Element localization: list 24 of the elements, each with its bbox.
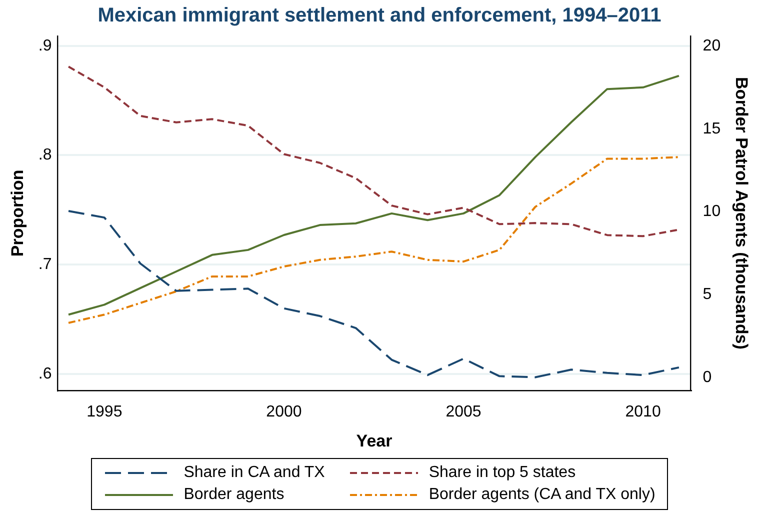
y-tick-label: .8 [38, 146, 52, 164]
legend-label: Border agents [184, 486, 284, 504]
x-tick-label: 2005 [446, 403, 482, 420]
legend-label: Border agents (CA and TX only) [428, 486, 656, 504]
x-tick-label: 2000 [266, 403, 302, 420]
y2-tick-label: 10 [702, 203, 721, 220]
line-series [68, 156, 680, 324]
chart-title: Mexican immigrant settlement and enforcement, 1994–2011 [98, 4, 662, 27]
y2-axis-title: Border Patrol Agents (thousands) [732, 77, 752, 350]
y2-tick-label: 15 [702, 120, 721, 138]
y2-tick-label: 20 [702, 37, 721, 54]
legend-label: Share in top 5 states [428, 464, 576, 482]
y2-tick-label: 5 [702, 286, 712, 304]
x-tick-label: 1995 [86, 403, 122, 420]
y-tick-label: .9 [38, 37, 52, 54]
x-axis-title: Year [356, 431, 393, 450]
x-tick-label: 2010 [625, 403, 661, 420]
y-axis-title: Proportion [8, 170, 27, 257]
y-tick-label: .7 [38, 256, 52, 274]
line-series [68, 66, 680, 238]
line-series [68, 210, 680, 378]
legend-label: Share in CA and TX [184, 464, 325, 482]
y-tick-label: .6 [38, 365, 52, 382]
y2-tick-label: 0 [702, 369, 712, 386]
